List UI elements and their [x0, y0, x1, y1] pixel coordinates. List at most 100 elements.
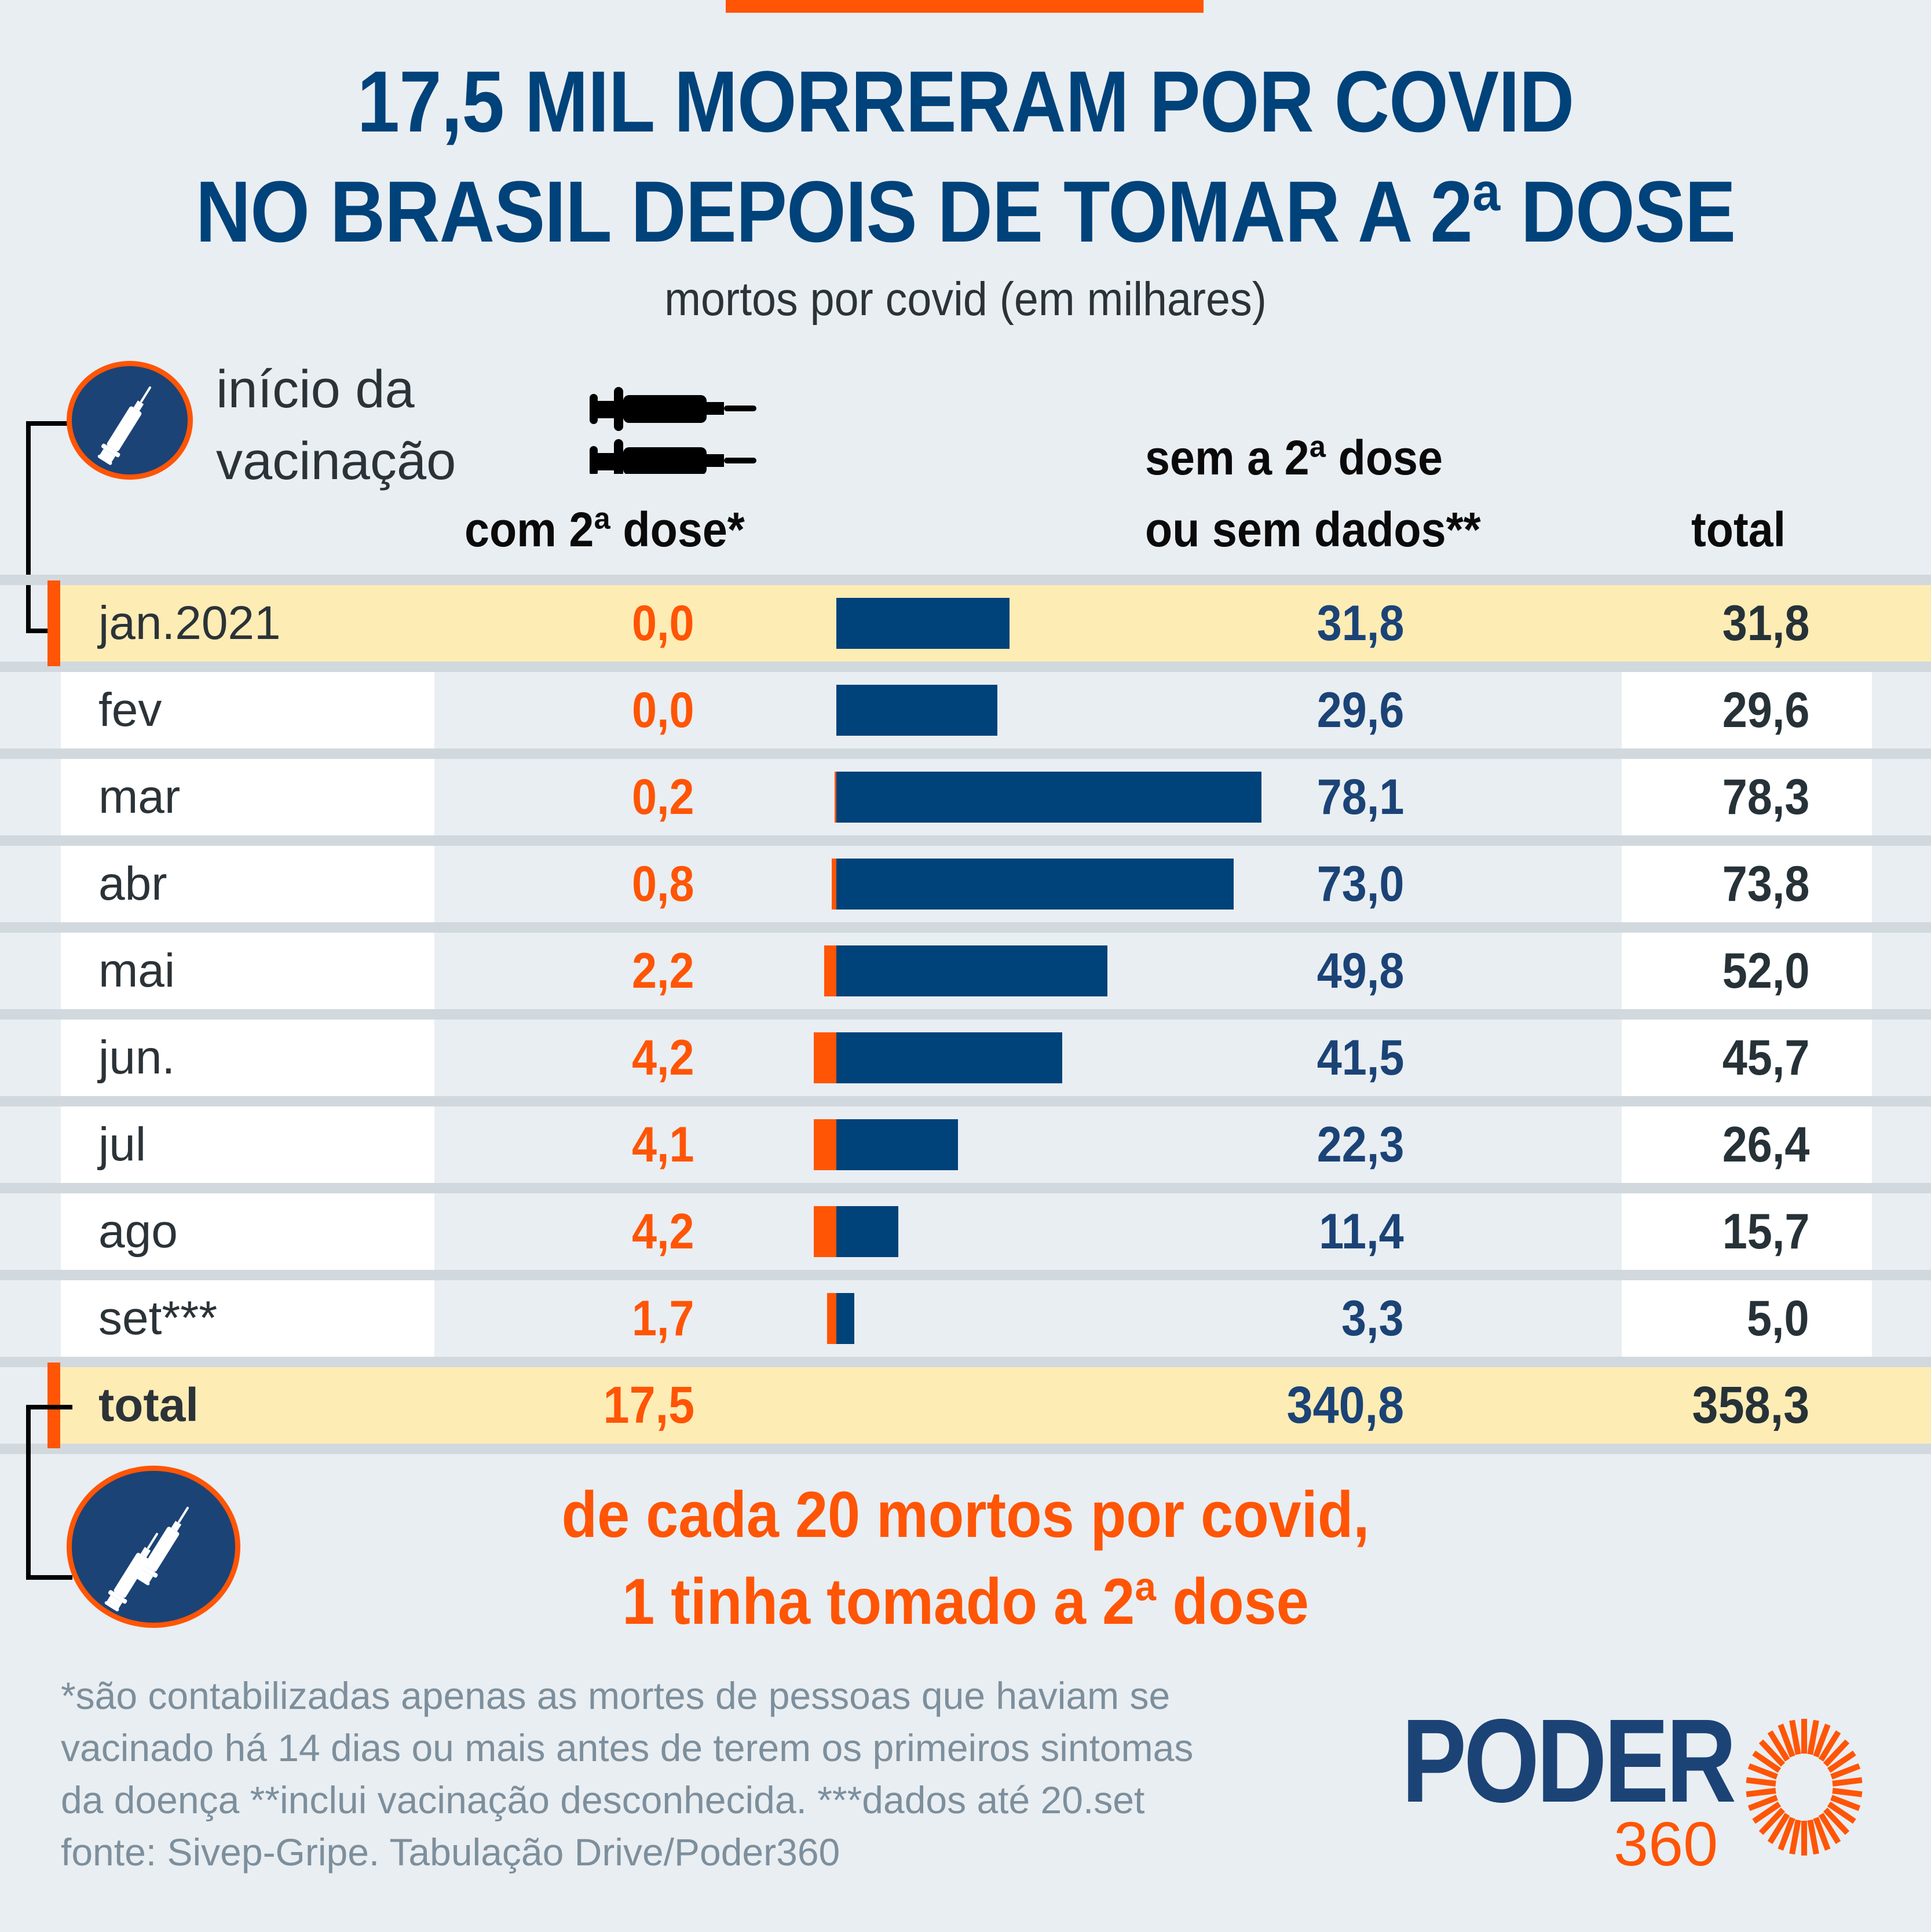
- top-accent-bar: [726, 0, 1204, 13]
- footnote-source: fonte: Sivep-Gripe. Tabulação Drive/Pode…: [61, 1831, 840, 1873]
- bar-without-second-dose: [836, 1293, 855, 1344]
- highlight-row-bg: [58, 1367, 1931, 1444]
- value-with-second-dose: 4,2: [632, 1204, 694, 1259]
- sunburst-ray: [1827, 1750, 1856, 1773]
- value-with-second-dose: 0,2: [632, 769, 694, 825]
- bar-without-second-dose: [836, 685, 998, 736]
- row-divider: [0, 662, 1931, 672]
- bar-without-second-dose: [836, 859, 1234, 910]
- sunburst-ray: [1746, 1777, 1776, 1787]
- sunburst-ray: [1830, 1795, 1861, 1812]
- header-total: total: [1691, 502, 1786, 557]
- connector-bottom: [26, 1405, 72, 1580]
- bar-with-second-dose: [827, 1293, 836, 1344]
- logo-number: 360: [1614, 1809, 1718, 1879]
- bar-without-second-dose: [836, 1206, 899, 1257]
- sunburst-ray: [1747, 1795, 1778, 1812]
- sunburst-ray: [1807, 1819, 1819, 1855]
- row-label: jan.2021: [98, 597, 281, 649]
- row-divider: [0, 575, 1931, 585]
- vaccination-start-label-2: vacinação: [216, 432, 456, 491]
- month-cell-bg: [61, 1106, 434, 1183]
- value-total: 358,3: [1692, 1376, 1809, 1434]
- value-with-second-dose: 2,2: [632, 943, 694, 999]
- footnote-line-3: da doença **inclui vacinação desconhecid…: [61, 1778, 1145, 1821]
- sunburst-ray: [1813, 1817, 1831, 1851]
- sunburst-ray: [1778, 1817, 1795, 1851]
- value-without-second-dose: 31,8: [1316, 596, 1404, 651]
- value-without-second-dose: 49,8: [1316, 943, 1404, 999]
- value-with-second-dose: 1,7: [632, 1291, 694, 1346]
- row-divider: [0, 922, 1931, 933]
- bar-with-second-dose: [824, 945, 836, 996]
- bar-without-second-dose: [836, 772, 1262, 823]
- month-cell-bg: [61, 933, 434, 1009]
- sunburst-ray: [1758, 1807, 1786, 1835]
- bar-with-second-dose: [813, 1206, 836, 1257]
- month-cell-bg: [61, 1020, 434, 1096]
- value-total: 26,4: [1722, 1117, 1809, 1173]
- row-divider: [0, 748, 1931, 759]
- title-line-1: 17,5 MIL MORRERAM POR COVID: [357, 53, 1575, 150]
- value-total: 45,7: [1722, 1030, 1809, 1086]
- value-without-second-dose: 78,1: [1316, 769, 1404, 825]
- value-total: 29,6: [1722, 682, 1809, 738]
- value-without-second-dose: 41,5: [1316, 1030, 1404, 1086]
- value-without-second-dose: 22,3: [1316, 1117, 1404, 1173]
- total-cell-bg: [1622, 1106, 1872, 1183]
- bar-with-second-dose: [813, 1032, 836, 1083]
- logo-word: PODER: [1402, 1694, 1736, 1827]
- month-cell-bg: [61, 846, 434, 922]
- month-cell-bg: [61, 672, 434, 748]
- total-cell-bg: [1622, 1020, 1872, 1096]
- row-divider: [0, 1009, 1931, 1020]
- sunburst-ray: [1823, 1739, 1850, 1767]
- row-label: set***: [98, 1292, 218, 1345]
- sunburst-ray: [1767, 1813, 1790, 1845]
- row-label: ago: [98, 1205, 178, 1258]
- sunburst-ray: [1767, 1730, 1790, 1762]
- sunburst-ray: [1758, 1739, 1786, 1767]
- bar-without-second-dose: [836, 598, 1010, 649]
- value-without-second-dose: 3,3: [1341, 1291, 1404, 1346]
- row-label: fev: [98, 684, 162, 736]
- header-with-second-dose: com 2ª dose*: [465, 502, 745, 557]
- bar-with-second-dose: [835, 772, 836, 823]
- title-line-2: NO BRASIL DEPOIS DE TOMAR A 2ª DOSE: [195, 163, 1736, 260]
- row-divider: [0, 1357, 1931, 1367]
- total-cell-bg: [1622, 933, 1872, 1009]
- callout-line-2: 1 tinha tomado a 2ª dose: [622, 1565, 1309, 1638]
- row-label: jun.: [98, 1031, 175, 1084]
- sunburst-ray: [1789, 1719, 1801, 1755]
- row-divider: [0, 835, 1931, 846]
- row-divider: [0, 1183, 1931, 1193]
- value-total: 31,8: [1722, 596, 1809, 651]
- row-label: mar: [98, 770, 181, 823]
- bar-with-second-dose: [814, 1119, 836, 1170]
- value-without-second-dose: 11,4: [1319, 1204, 1404, 1259]
- value-total: 15,7: [1722, 1204, 1809, 1259]
- sunburst-ray: [1807, 1719, 1819, 1755]
- sunburst-ray: [1789, 1819, 1801, 1855]
- sunburst-ray: [1746, 1788, 1776, 1798]
- sunburst-ray: [1823, 1807, 1850, 1835]
- sunburst-ray: [1778, 1723, 1795, 1758]
- sunburst-ray: [1832, 1777, 1863, 1787]
- total-cell-bg: [1622, 759, 1872, 835]
- sunburst-ray: [1818, 1813, 1841, 1845]
- month-cell-bg: [61, 1193, 434, 1270]
- sunburst-ray: [1752, 1801, 1782, 1824]
- month-cell-bg: [61, 759, 434, 835]
- sunburst-ray: [1752, 1750, 1782, 1773]
- total-cell-bg: [1622, 672, 1872, 748]
- two-syringes-circle-icon: [67, 1466, 240, 1628]
- sunburst-ray: [1832, 1788, 1863, 1798]
- value-with-second-dose: 17,5: [603, 1376, 694, 1434]
- two-syringes-icon: [585, 375, 759, 483]
- value-with-second-dose: 0,0: [632, 596, 694, 651]
- row-label: jul: [98, 1118, 147, 1171]
- value-without-second-dose: 340,8: [1286, 1376, 1404, 1434]
- callout-line-1: de cada 20 mortos por covid,: [561, 1478, 1370, 1551]
- value-with-second-dose: 4,2: [632, 1030, 694, 1086]
- value-total: 73,8: [1722, 856, 1809, 912]
